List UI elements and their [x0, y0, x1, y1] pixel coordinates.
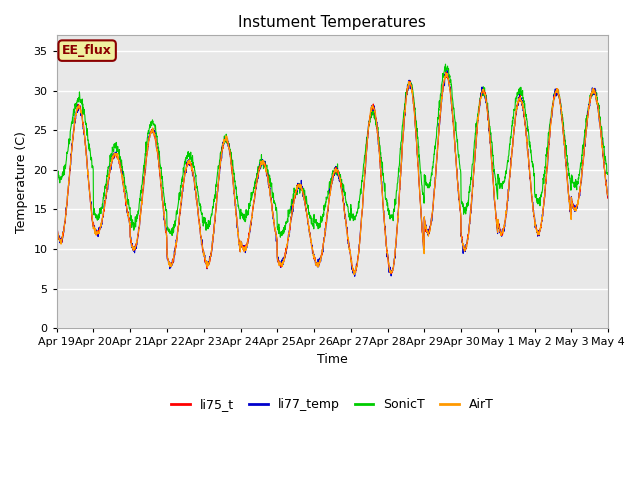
- X-axis label: Time: Time: [317, 353, 348, 366]
- SonicT: [556, 94, 563, 99]
- AirT: [348, 263, 356, 268]
- Legend: li75_t, li77_temp, SonicT, AirT: li75_t, li77_temp, SonicT, AirT: [166, 393, 499, 416]
- Text: EE_flux: EE_flux: [62, 44, 112, 57]
- AirT: [360, 179, 368, 184]
- li75_t: [207, 255, 214, 261]
- li75_t: [360, 182, 368, 188]
- li75_t: [571, 206, 579, 212]
- AirT: [350, 272, 358, 277]
- Line: li77_temp: li77_temp: [57, 71, 608, 276]
- SonicT: [349, 214, 356, 220]
- li77_temp: [360, 179, 368, 185]
- SonicT: [442, 61, 449, 67]
- SonicT: [276, 234, 284, 240]
- li77_temp: [351, 274, 358, 279]
- Y-axis label: Temperature (C): Temperature (C): [15, 131, 28, 233]
- Line: SonicT: SonicT: [57, 64, 608, 237]
- AirT: [53, 225, 61, 230]
- AirT: [604, 192, 612, 198]
- li75_t: [493, 223, 500, 228]
- li75_t: [442, 70, 450, 75]
- AirT: [442, 71, 450, 76]
- AirT: [493, 220, 500, 226]
- Line: AirT: AirT: [57, 73, 608, 275]
- SonicT: [493, 189, 500, 195]
- SonicT: [604, 171, 612, 177]
- li77_temp: [604, 194, 612, 200]
- SonicT: [360, 156, 368, 161]
- AirT: [571, 208, 579, 214]
- li75_t: [53, 223, 61, 229]
- li75_t: [388, 271, 396, 276]
- li77_temp: [348, 267, 356, 273]
- li77_temp: [556, 97, 563, 103]
- li77_temp: [571, 209, 579, 215]
- li77_temp: [493, 225, 500, 231]
- li75_t: [556, 96, 563, 101]
- li77_temp: [444, 68, 451, 73]
- li77_temp: [207, 255, 214, 261]
- SonicT: [53, 168, 61, 174]
- AirT: [207, 254, 214, 260]
- li75_t: [348, 263, 356, 268]
- Title: Instument Temperatures: Instument Temperatures: [239, 15, 426, 30]
- SonicT: [571, 184, 579, 190]
- SonicT: [207, 218, 214, 224]
- AirT: [556, 95, 563, 100]
- Line: li75_t: li75_t: [57, 72, 608, 274]
- li77_temp: [53, 227, 61, 233]
- li75_t: [604, 195, 612, 201]
